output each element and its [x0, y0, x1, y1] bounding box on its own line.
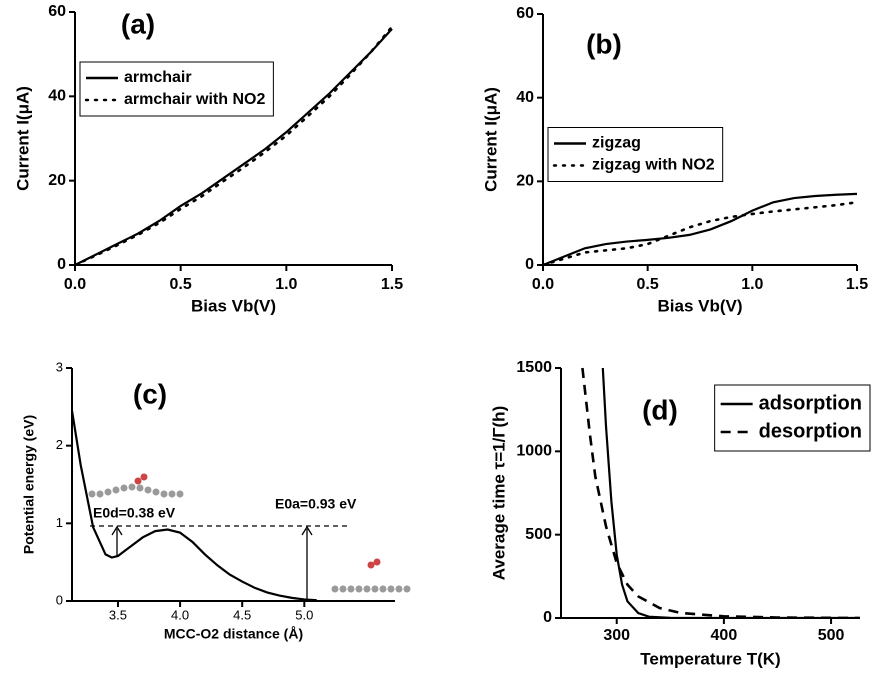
x-tick-label: 0.0	[64, 276, 86, 293]
y-tick-label: 40	[48, 88, 66, 105]
x-tick-label: 5.0	[295, 607, 313, 622]
y-axis-label: Potential energy (eV)	[21, 415, 37, 554]
x-axis-label: Bias Vb(V)	[657, 296, 742, 315]
annotation: E0d=0.38 eV	[93, 505, 176, 521]
x-axis-label: Bias Vb(V)	[191, 296, 276, 315]
y-tick-label: 60	[48, 3, 66, 20]
y-tick-label: 60	[516, 5, 534, 22]
y-tick-label: 1000	[516, 443, 552, 460]
legend-box	[79, 61, 274, 117]
series-line	[72, 410, 317, 601]
legend: adsorption desorption	[714, 384, 871, 452]
x-axis-label: Temperature T(K)	[640, 649, 780, 668]
panel-label: (a)	[121, 8, 155, 39]
x-tick-label: 1.5	[846, 276, 868, 293]
y-axis-label: Current I(μA)	[481, 87, 500, 192]
legend-label: armchair	[124, 69, 192, 86]
y-tick-label: 1500	[516, 359, 552, 376]
series-line	[543, 192, 858, 265]
x-tick-label: 1.0	[741, 276, 763, 293]
y-tick-label: 500	[525, 526, 552, 543]
legend-label: zigzag with NO2	[592, 157, 715, 174]
y-tick-label: 2	[56, 437, 63, 452]
panel: 0 20 40 60 0.0 0.5 1.0 1.5 Bias Vb(V) Current I(μ…	[13, 3, 403, 315]
annotation: E0a=0.93 eV	[275, 496, 357, 512]
legend-label: armchair with NO2	[124, 91, 265, 108]
legend-box	[714, 384, 871, 452]
series-line	[75, 25, 394, 265]
series-line	[75, 28, 393, 265]
y-tick-label: 1	[56, 515, 63, 530]
y-tick-label: 0	[56, 592, 63, 607]
panel-label: (d)	[642, 394, 678, 425]
y-axis-label: Current I(μA)	[13, 86, 32, 191]
y-tick-label: 3	[56, 359, 63, 374]
x-tick-label: 400	[711, 627, 738, 644]
legend-label: adsorption	[759, 392, 862, 414]
legend-box	[547, 127, 724, 182]
x-tick-label: 0.5	[170, 276, 192, 293]
x-axis-label: MCC-O2 distance (Å)	[164, 626, 303, 642]
c-decoration	[88, 473, 411, 593]
x-tick-label: 300	[603, 627, 630, 644]
legend: zigzag zigzag with NO2	[547, 127, 724, 182]
panel-label: (b)	[586, 28, 622, 59]
x-tick-label: 500	[818, 627, 845, 644]
x-tick-label: 0.0	[532, 276, 554, 293]
x-tick-label: 1.0	[275, 276, 297, 293]
x-tick-label: 4.5	[233, 607, 251, 622]
y-axis-label: Average time τ=1/Γ(h)	[489, 406, 508, 580]
x-tick-label: 1.5	[381, 276, 403, 293]
x-tick-label: 4.0	[171, 607, 189, 622]
y-tick-label: 0	[525, 256, 534, 273]
legend: armchair armchair with NO2	[79, 61, 274, 117]
y-tick-label: 0	[543, 609, 552, 626]
series-line	[581, 367, 861, 618]
legend-label: desorption	[759, 420, 862, 442]
x-tick-label: 0.5	[637, 276, 659, 293]
y-tick-label: 20	[48, 172, 66, 189]
panel: 0 20 40 60 0.0 0.5 1.0 1.5 Bias Vb(V) Current I(μ…	[481, 5, 868, 315]
x-tick-label: 3.5	[109, 607, 127, 622]
legend-label: zigzag	[592, 135, 641, 152]
y-tick-label: 0	[57, 256, 66, 273]
y-tick-label: 40	[516, 89, 534, 106]
y-tick-label: 20	[516, 173, 534, 190]
series-line	[543, 200, 859, 265]
panel: 0 500 1000 1500 300 400 500 Temperature T(K) Ave…	[489, 359, 871, 668]
panel-label: (c)	[133, 378, 167, 409]
panel: 0 1 2 3 3.5 4.0 4.5 5.0 MCC-O2 distance (Å) Poten…	[21, 359, 395, 642]
c-arrows	[90, 525, 348, 601]
series-line	[601, 367, 860, 618]
